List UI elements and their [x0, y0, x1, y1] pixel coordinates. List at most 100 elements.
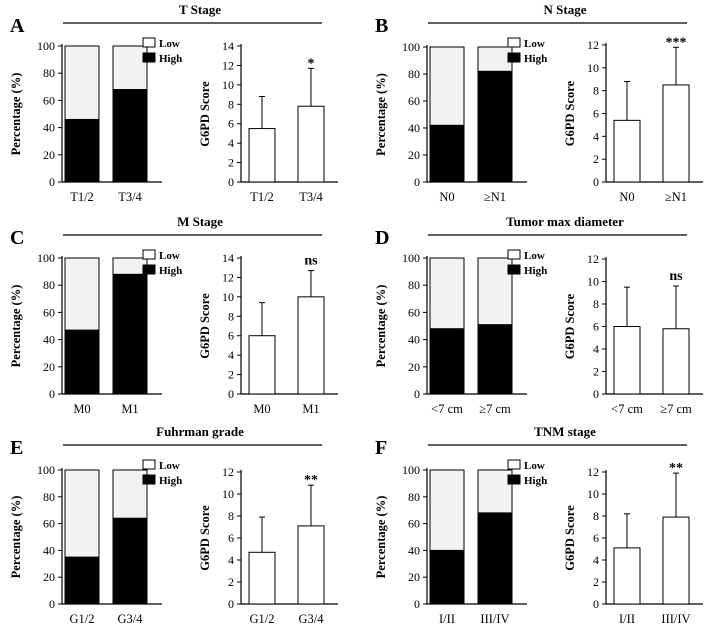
y-tick-label: 12: [222, 270, 234, 284]
y-axis-label: Percentage (%): [374, 73, 388, 156]
legend-label-low: Low: [159, 460, 180, 472]
legend: Low High: [507, 37, 547, 65]
y-tick-label: 60: [408, 305, 420, 319]
y-tick-label: 40: [43, 121, 55, 135]
y-tick-label: 0: [593, 597, 599, 611]
stacked-chart: 0 20 40 60 80 100 Percentage (%) I/II III/IV Low H…: [374, 459, 547, 624]
y-tick-label: 20: [43, 570, 55, 584]
y-tick-label: 60: [43, 305, 55, 319]
y-tick-label: 2: [593, 575, 599, 589]
y-axis-label: G6PD Score: [198, 81, 212, 147]
y-tick-label: 100: [402, 40, 420, 54]
y-tick-label: 10: [587, 61, 599, 75]
y-tick-label: 100: [37, 39, 55, 53]
panel-title: Tumor max diameter: [506, 214, 624, 229]
significance-marker: **: [304, 473, 318, 488]
x-tick-label: ≥7 cm: [479, 402, 511, 416]
bar-high: [429, 328, 465, 395]
y-axis-label: G6PD Score: [563, 293, 577, 359]
bar-high: [477, 512, 513, 605]
y-axis-label: Percentage (%): [374, 496, 388, 579]
y-axis-label: G6PD Score: [198, 293, 212, 359]
y-tick-label: 8: [593, 297, 599, 311]
y-tick-label: 2: [593, 152, 599, 166]
y-tick-label: 60: [43, 517, 55, 531]
x-tick-label: M1: [302, 402, 319, 416]
bar-high: [112, 517, 148, 605]
legend: Low High: [507, 249, 547, 277]
bar-score: [248, 551, 276, 605]
y-axis-label: G6PD Score: [198, 505, 212, 571]
legend-swatch-low: [142, 459, 156, 470]
y-tick-label: 0: [228, 175, 234, 189]
x-tick-label: ≥7 cm: [660, 402, 692, 416]
legend-swatch-low: [142, 37, 156, 48]
y-tick-label: 40: [43, 333, 55, 347]
bar-low: [64, 469, 100, 558]
panel-label: D: [375, 227, 389, 249]
y-axis-label: Percentage (%): [9, 73, 23, 156]
y-tick-label: 40: [408, 543, 420, 557]
score-chart: 0 2 4 6 8 10 12 G6PD Score G1/2 G3/4 **: [198, 465, 338, 624]
legend-label-low: Low: [159, 38, 180, 50]
y-tick-label: 40: [43, 543, 55, 557]
panel-label: E: [10, 437, 23, 459]
score-chart: 0 2 4 6 8 10 12 G6PD Score I/II III/IV **: [563, 461, 703, 624]
legend-label-low: Low: [524, 460, 545, 472]
y-tick-label: 100: [402, 463, 420, 477]
legend-swatch-low: [507, 249, 521, 260]
panel-label: C: [10, 227, 24, 249]
bar-high: [64, 556, 100, 605]
y-tick-label: 10: [587, 275, 599, 289]
x-tick-label: ≥N1: [484, 190, 506, 204]
legend-swatch-high: [507, 52, 521, 63]
bar-high: [64, 118, 100, 183]
legend-label-high: High: [524, 265, 547, 277]
legend-label-high: High: [159, 265, 182, 277]
y-tick-label: 20: [408, 148, 420, 162]
x-tick-label: N0: [439, 190, 454, 204]
y-tick-label: 6: [228, 117, 234, 131]
legend-label-low: Low: [159, 250, 180, 262]
y-tick-label: 8: [228, 509, 234, 523]
y-tick-label: 0: [228, 597, 234, 611]
panel-label: B: [375, 15, 388, 37]
y-tick-label: 0: [593, 175, 599, 189]
stacked-chart: 0 20 40 60 80 100 Percentage (%) <7 cm ≥7 cm Low H…: [374, 249, 547, 416]
y-tick-label: 60: [408, 94, 420, 108]
legend: Low High: [142, 249, 182, 277]
legend-label-high: High: [159, 475, 182, 487]
legend-swatch-low: [507, 459, 521, 470]
bar-low: [429, 469, 465, 551]
bar-score: [613, 547, 641, 605]
bar-low: [64, 45, 100, 120]
panel-title: TNM stage: [534, 424, 596, 439]
x-tick-label: ≥N1: [665, 190, 687, 204]
y-tick-label: 2: [228, 156, 234, 170]
y-tick-label: 0: [49, 387, 55, 401]
y-tick-label: 20: [43, 360, 55, 374]
y-tick-label: 100: [37, 251, 55, 265]
x-tick-label: N0: [619, 190, 634, 204]
stacked-chart: 0 20 40 60 80 100 Percentage (%) M0 M1 Low High: [9, 249, 182, 416]
y-axis-label: G6PD Score: [563, 80, 577, 146]
legend-swatch-low: [507, 37, 521, 48]
y-tick-label: 14: [222, 39, 234, 53]
y-tick-label: 40: [408, 333, 420, 347]
x-tick-label: I/II: [439, 612, 455, 624]
bar-low: [477, 257, 513, 326]
x-tick-label: <7 cm: [431, 402, 463, 416]
x-tick-label: <7 cm: [611, 402, 643, 416]
significance-marker: *: [308, 56, 315, 71]
bar-high: [64, 329, 100, 395]
legend-swatch-high: [142, 474, 156, 485]
y-tick-label: 4: [593, 342, 599, 356]
y-tick-label: 80: [43, 490, 55, 504]
x-tick-label: T3/4: [118, 190, 142, 204]
panel-title: M Stage: [177, 214, 223, 229]
stacked-chart: 0 20 40 60 80 100 Percentage (%) G1/2 G3/4 Low Hig…: [9, 459, 182, 624]
y-tick-label: 0: [414, 597, 420, 611]
y-tick-label: 4: [593, 129, 599, 143]
